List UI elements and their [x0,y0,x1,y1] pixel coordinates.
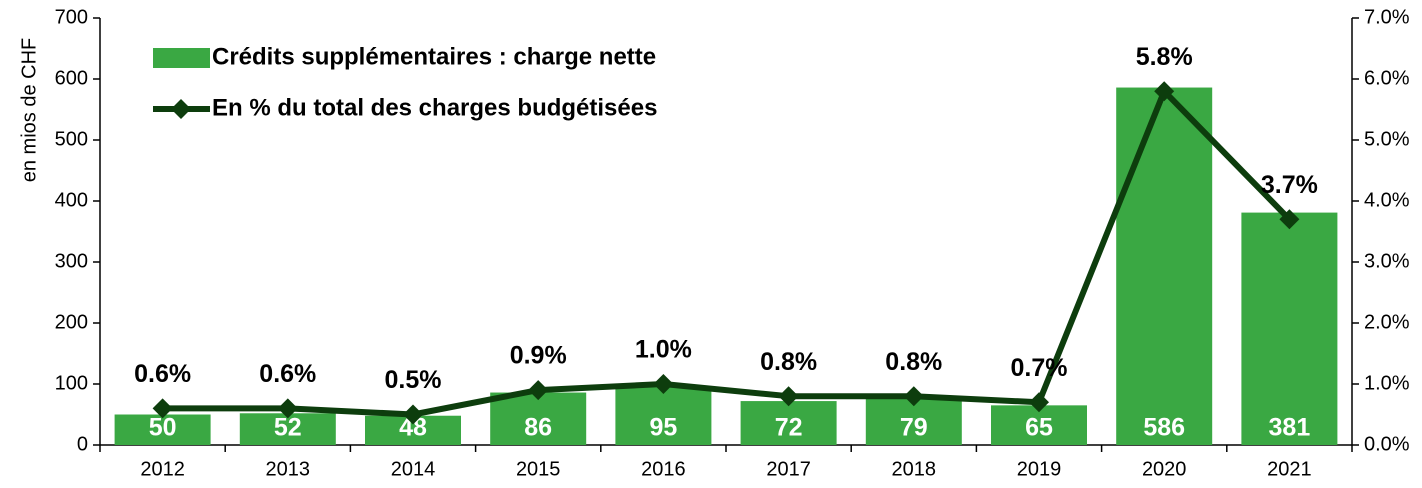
y-tick-label: 500 [55,128,88,150]
x-tick-label: 2021 [1267,458,1312,480]
y2-tick-label: 7.0% [1364,6,1410,28]
line-label: 1.0% [635,336,692,364]
bar [1241,212,1338,445]
marker [903,386,924,407]
y2-tick-label: 5.0% [1364,128,1410,150]
marker [1154,81,1175,102]
legend-label: En % du total des charges budgétisées [212,94,657,121]
y-tick-label: 400 [55,189,88,211]
y-tick-label: 600 [55,67,88,89]
y2-tick-label: 6.0% [1364,67,1410,89]
y2-tick-label: 3.0% [1364,250,1410,272]
line-label: 0.6% [134,360,191,388]
marker [152,398,173,419]
marker [403,404,423,425]
y-axis-label: en mios de CHF [18,38,40,183]
x-tick-label: 2019 [1017,458,1062,480]
x-tick-label: 2016 [641,458,686,480]
x-tick-label: 2013 [266,458,311,480]
marker [778,386,799,407]
line [162,88,1292,418]
x-tick-label: 2020 [1142,458,1187,480]
bar [1116,87,1213,445]
x-tick-label: 2015 [516,458,561,480]
bar-label: 381 [1269,414,1311,442]
bar-label: 65 [1025,414,1053,442]
line-label: 5.8% [1136,43,1193,71]
bar [615,387,712,445]
line-label: 0.7% [1011,354,1068,382]
x-tick-label: 2018 [892,458,937,480]
marker [1029,392,1049,413]
x-tick-label: 2012 [140,458,185,480]
bar-label: 79 [900,414,928,442]
y2-tick-label: 2.0% [1364,311,1410,333]
marker [528,380,549,401]
marker [277,398,298,419]
marker [653,374,674,394]
line-label: 3.7% [1261,171,1318,199]
marker [1279,209,1300,230]
y2-tick-label: 4.0% [1364,189,1410,211]
line-label: 0.8% [885,348,942,376]
y-tick-label: 300 [55,250,88,272]
bar-label: 72 [775,414,803,442]
x-tick-label: 2017 [766,458,811,480]
bar [114,414,211,445]
bar-label: 95 [649,414,677,442]
bar-label: 86 [524,414,552,442]
line-label: 0.8% [760,348,817,376]
line-label: 0.5% [385,366,442,394]
legend-marker [171,99,191,119]
x-tick-label: 2014 [391,458,436,480]
y-tick-label: 100 [55,372,88,394]
y2-tick-label: 0.0% [1364,433,1410,455]
bar [490,392,587,445]
bar-label: 586 [1143,414,1185,442]
y-tick-label: 0 [77,433,88,455]
bar [239,413,336,445]
y2-tick-label: 1.0% [1364,372,1410,394]
y-tick-label: 200 [55,311,88,333]
bar [740,401,837,445]
legend-label: Crédits supplémentaires : charge nette [212,43,656,70]
legend-swatch [153,48,210,68]
line-label: 0.6% [259,360,316,388]
y-tick-label: 700 [55,6,88,28]
line-label: 0.9% [510,342,567,370]
